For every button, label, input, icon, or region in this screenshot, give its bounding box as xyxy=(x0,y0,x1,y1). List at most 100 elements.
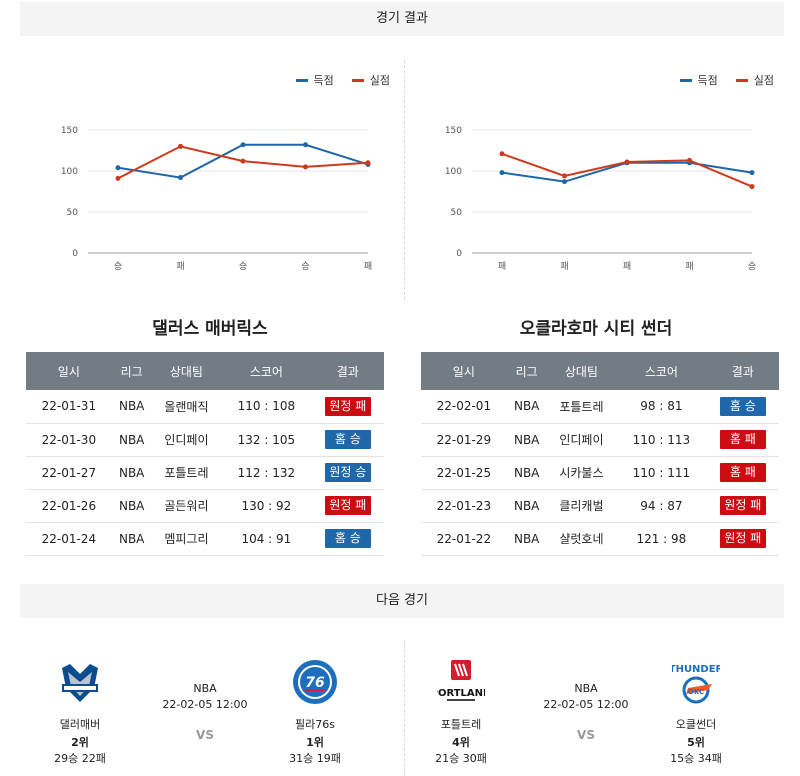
away-team: THUNDER OKC 오클썬더 5위 15승 34패 xyxy=(646,658,746,766)
y-tick-label: 100 xyxy=(61,167,78,177)
away-team-rank: 5위 xyxy=(687,736,705,749)
scored-data-point xyxy=(749,170,755,176)
svg-text:OKC: OKC xyxy=(688,688,704,696)
league-cell: NBA xyxy=(506,456,547,490)
table-row: 22-01-30 NBA 인디페이 132 : 105 홈 승 xyxy=(26,423,384,457)
result-cell: 홈 승 xyxy=(311,423,384,457)
home-team-rank: 4위 xyxy=(452,736,470,749)
result-badge: 홈 패 xyxy=(719,430,766,449)
allowed-data-point xyxy=(687,157,692,163)
result-badge: 원정 패 xyxy=(324,396,371,416)
date-cell: 22-01-29 xyxy=(421,423,507,457)
scored-legend-swatch xyxy=(295,78,308,82)
table-row: 22-02-01 NBA 포틀트레 98 : 81 홈 승 xyxy=(421,390,779,424)
x-tick-label: 패 xyxy=(560,261,568,272)
result-badge: 홈 승 xyxy=(719,396,766,416)
col-result-header: 결과 xyxy=(706,352,779,390)
allowed-legend-swatch xyxy=(351,78,364,82)
allowed-data-point xyxy=(562,173,567,179)
league-cell: NBA xyxy=(506,423,547,457)
next-game-section-header: 다음 경기 xyxy=(20,584,784,618)
home-team-record: 21승 30패 xyxy=(435,752,487,765)
league-cell: NBA xyxy=(111,390,152,424)
x-tick-label: 승 xyxy=(239,261,247,272)
result-cell: 원정 패 xyxy=(706,522,779,556)
home-team: 댈러매버 2위 29승 22패 xyxy=(30,658,130,766)
col-result-header: 결과 xyxy=(311,352,384,390)
y-tick-label: 0 xyxy=(72,249,78,259)
opponent-cell: 인디페이 xyxy=(151,423,222,457)
philadelphia-76ers-logo: 76 xyxy=(291,658,339,706)
score-cell: 130 : 92 xyxy=(221,489,312,523)
x-tick-label: 승 xyxy=(748,261,756,272)
table-row: 22-01-31 NBA 올랜매직 110 : 108 원정 패 xyxy=(26,390,384,424)
allowed-data-point xyxy=(240,158,246,164)
date-cell: 22-01-24 xyxy=(26,522,112,556)
y-tick-label: 50 xyxy=(67,208,79,218)
col-league-header: 리그 xyxy=(506,352,547,390)
scored-data-point xyxy=(499,170,505,176)
date-cell: 22-01-26 xyxy=(26,489,112,523)
opponent-cell: 멤피그리 xyxy=(151,522,222,556)
x-tick-label: 패 xyxy=(364,261,372,272)
result-badge: 원정 패 xyxy=(719,529,766,548)
score-cell: 112 : 132 xyxy=(221,456,312,490)
result-cell: 홈 승 xyxy=(706,390,779,424)
x-tick-label: 승 xyxy=(114,261,122,272)
scored-data-point xyxy=(178,175,183,181)
home-team: PORTLAND 포틀트레 4위 21승 30패 xyxy=(411,658,511,766)
allowed-data-point xyxy=(365,160,371,166)
result-cell: 원정 패 xyxy=(311,489,384,523)
dallas-games-table: 일시 리그 상대팀 스코어 결과 22-01-31 NBA 올랜매직 110 : 10… xyxy=(26,352,384,556)
portland-trail-blazers-logo: PORTLAND xyxy=(431,658,491,706)
allowed-legend-label: 실점 xyxy=(753,74,774,87)
result-badge: 원정 패 xyxy=(324,496,371,515)
results-section-header: 경기 결과 xyxy=(20,2,784,36)
date-cell: 22-01-27 xyxy=(26,456,112,490)
league-cell: NBA xyxy=(111,522,152,556)
home-team-name: 댈러매버 xyxy=(59,718,101,731)
dallas-mavericks-logo xyxy=(56,658,104,706)
allowed-series-line xyxy=(501,152,753,188)
score-cell: 110 : 108 xyxy=(221,390,312,424)
results-divider xyxy=(404,60,405,300)
y-tick-label: 150 xyxy=(445,126,462,136)
date-cell: 22-01-23 xyxy=(421,489,507,523)
chart-legend: 득점 실점 xyxy=(295,72,390,88)
league-cell: NBA xyxy=(111,489,152,523)
okc-results-chart: 득점 실점 0 50 100 150 패 패 패 패 승 xyxy=(424,60,784,280)
opponent-cell: 포틀트레 xyxy=(151,456,222,490)
table-row: 22-01-27 NBA 포틀트레 112 : 132 원정 승 xyxy=(26,456,384,490)
opponent-cell: 올랜매직 xyxy=(151,390,222,424)
result-badge: 원정 패 xyxy=(719,496,766,515)
game-info: NBA 22-02-05 12:00 xyxy=(526,682,646,711)
scored-legend-label: 득점 xyxy=(313,74,334,87)
table-row: 22-01-23 NBA 클리캐벌 94 : 87 원정 패 xyxy=(421,489,779,523)
home-team-name: 포틀트레 xyxy=(440,718,482,731)
table-row: 22-01-29 NBA 인디페이 110 : 113 홈 패 xyxy=(421,423,779,457)
col-opponent-header: 상대팀 xyxy=(546,352,617,390)
scored-legend-swatch xyxy=(679,78,692,82)
game-league: NBA xyxy=(193,682,217,695)
opponent-cell: 골든워리 xyxy=(151,489,222,523)
allowed-legend-label: 실점 xyxy=(369,74,390,87)
scored-data-point xyxy=(303,142,308,148)
okc-games-table: 일시 리그 상대팀 스코어 결과 22-02-01 NBA 포틀트레 98 : 81 홈… xyxy=(421,352,779,556)
y-tick-label: 100 xyxy=(445,167,462,177)
league-cell: NBA xyxy=(506,489,547,523)
away-team-record: 15승 34패 xyxy=(670,752,722,765)
dallas-results-chart: 득점 실점 0 50 100 150 승 패 승 승 패 xyxy=(40,60,400,280)
col-league-header: 리그 xyxy=(111,352,152,390)
league-cell: NBA xyxy=(506,390,547,424)
col-date-header: 일시 xyxy=(26,352,112,390)
chart-legend: 득점 실점 xyxy=(679,72,774,88)
okc-thunder-logo: THUNDER OKC xyxy=(669,658,724,706)
league-cell: NBA xyxy=(111,456,152,490)
result-badge: 홈 승 xyxy=(324,529,371,548)
x-tick-label: 패 xyxy=(176,261,184,272)
allowed-data-point xyxy=(303,164,308,170)
opponent-cell: 클리캐벌 xyxy=(546,489,617,523)
svg-text:PORTLAND: PORTLAND xyxy=(437,688,485,699)
col-score-header: 스코어 xyxy=(221,352,312,390)
x-tick-label: 패 xyxy=(623,261,631,272)
